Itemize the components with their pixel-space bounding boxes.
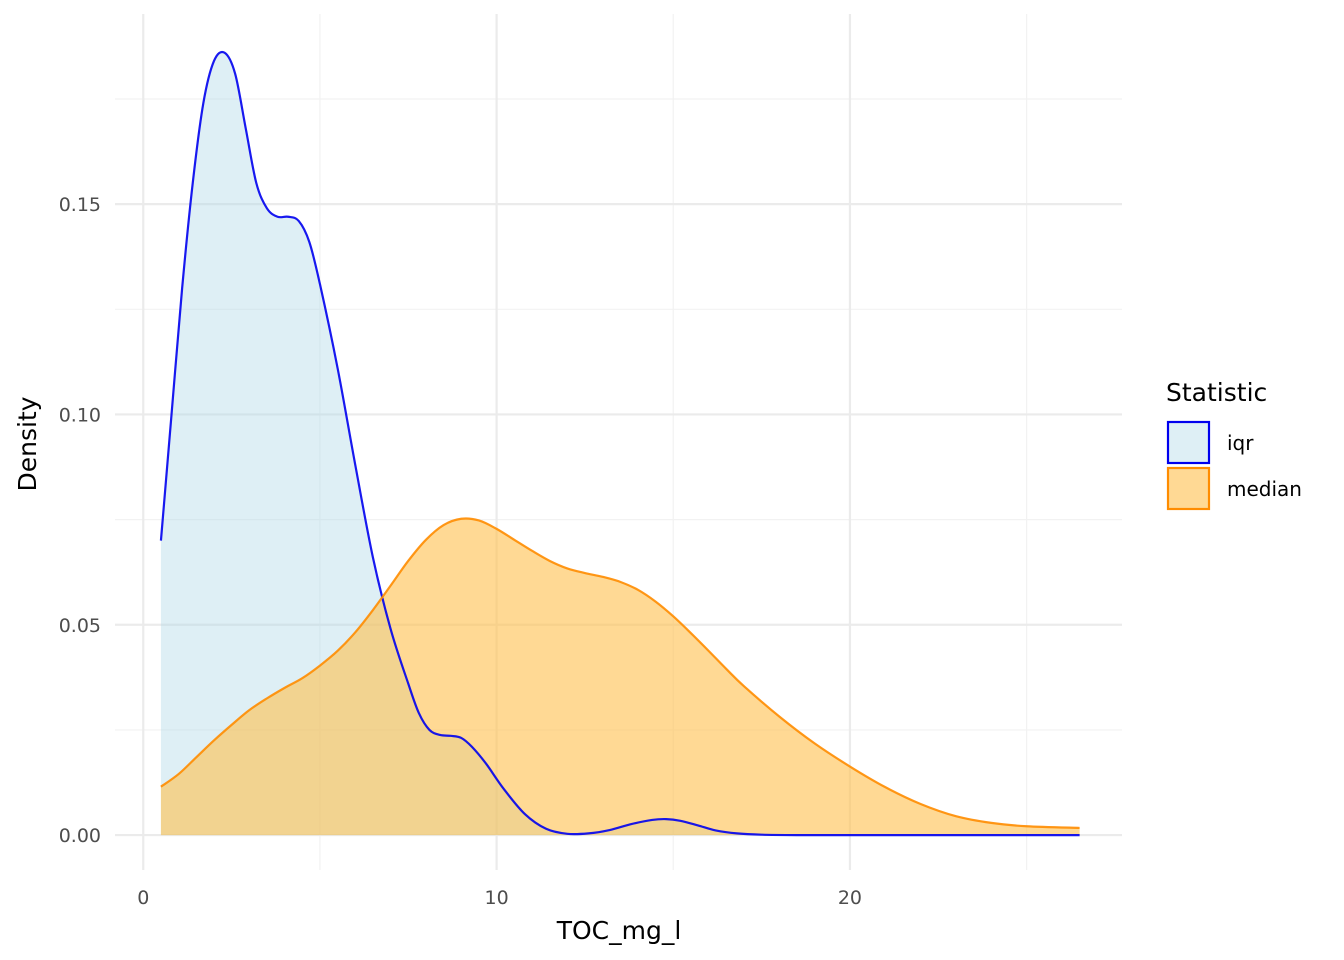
density-lines (159, 50, 1080, 837)
y-tick-label: 0.10 (59, 404, 101, 426)
legend-key-iqr (1166, 420, 1211, 465)
legend-key-median (1166, 466, 1211, 511)
x-axis-tick-labels: 0 10 20 (137, 887, 862, 909)
legend-label-iqr: iqr (1227, 431, 1254, 455)
density-areas (160, 51, 1080, 836)
y-tick-label: 0.05 (59, 615, 101, 637)
density-line-iqr (159, 50, 1080, 837)
y-axis-tick-labels: 0.00 0.05 0.10 0.15 (59, 194, 101, 847)
x-tick-label: 10 (485, 887, 509, 909)
legend-items: iqr median (1166, 420, 1302, 511)
y-axis-title: Density (13, 396, 42, 491)
legend-key-background (1167, 421, 1210, 464)
x-axis-title: TOC_mg_l (556, 916, 682, 945)
density-line-median (160, 517, 1080, 830)
x-tick-label: 0 (137, 887, 149, 909)
y-tick-label: 0.00 (59, 825, 101, 847)
x-tick-label: 20 (838, 887, 862, 909)
legend-label-median: median (1227, 477, 1302, 501)
legend-title: Statistic (1166, 378, 1267, 407)
density-area-median (160, 518, 1080, 836)
y-tick-label: 0.15 (59, 194, 101, 216)
legend: Statistic iqr median (1166, 378, 1302, 511)
